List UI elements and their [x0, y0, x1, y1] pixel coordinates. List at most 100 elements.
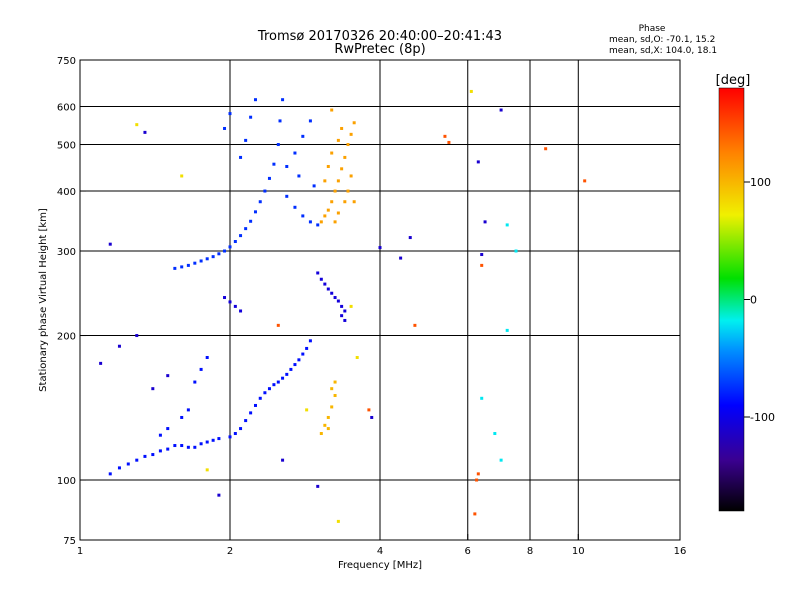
data-point [267, 176, 271, 180]
data-point [346, 143, 350, 147]
y-tick-label: 500 [57, 141, 76, 152]
data-point [223, 249, 227, 253]
data-point [308, 220, 312, 224]
data-point [239, 309, 243, 313]
data-point [239, 155, 243, 159]
data-point [180, 265, 184, 269]
data-point [330, 387, 334, 391]
data-point [305, 408, 309, 412]
x-tick-label: 1 [77, 546, 83, 557]
data-point [228, 112, 232, 116]
data-point [293, 205, 297, 209]
data-point [480, 263, 484, 267]
data-point [340, 304, 344, 308]
data-point [312, 184, 316, 188]
data-point [186, 445, 190, 449]
data-point [258, 396, 262, 400]
data-point [276, 143, 280, 147]
data-point [483, 220, 487, 224]
data-point [316, 223, 320, 227]
data-point [399, 256, 403, 260]
data-point [340, 126, 344, 130]
data-point [263, 391, 267, 395]
data-point [108, 472, 112, 476]
data-point [205, 257, 209, 261]
data-point [199, 259, 203, 263]
data-point [323, 179, 327, 183]
data-point [413, 323, 417, 327]
data-point [336, 211, 340, 215]
data-point [408, 236, 412, 240]
colorbar [718, 87, 745, 512]
data-point [505, 223, 509, 227]
data-point [326, 287, 330, 291]
data-point [158, 433, 162, 437]
data-point [346, 189, 350, 193]
data-points [99, 89, 587, 523]
data-point [316, 484, 320, 488]
data-point [297, 174, 301, 178]
data-point [166, 447, 170, 451]
data-point [480, 396, 484, 400]
data-point [333, 380, 337, 384]
data-point [180, 415, 184, 419]
data-point [217, 437, 221, 441]
data-point [323, 423, 327, 427]
data-point [233, 432, 237, 436]
data-point [330, 108, 334, 112]
data-point [499, 108, 503, 112]
x-tick-label: 16 [674, 546, 687, 557]
data-point [475, 478, 479, 482]
data-point [263, 189, 267, 193]
colorbar-ticks: 100 0 -100 [744, 176, 775, 424]
data-point [173, 444, 177, 448]
data-point [205, 440, 209, 444]
data-point [443, 134, 447, 138]
data-point [447, 140, 451, 144]
phase-title: Phase [639, 24, 666, 34]
data-point [514, 249, 518, 253]
data-point [308, 119, 312, 123]
data-point [330, 200, 334, 204]
data-point [228, 300, 232, 304]
data-point [228, 245, 232, 249]
data-point [135, 123, 139, 127]
data-point [99, 361, 103, 365]
data-point [253, 403, 257, 407]
data-point [349, 174, 353, 178]
data-point [223, 126, 227, 130]
data-point [244, 419, 248, 423]
data-point [323, 282, 327, 286]
data-point [166, 427, 170, 431]
data-point [193, 380, 197, 384]
data-point [135, 334, 139, 338]
x-tick-label: 10 [572, 546, 585, 557]
data-point [199, 367, 203, 371]
data-point [233, 304, 237, 308]
x-tick-label: 4 [377, 546, 383, 557]
data-point [158, 449, 162, 453]
data-point [323, 214, 327, 218]
colorbar-tick-label: -100 [750, 411, 775, 424]
data-point [330, 291, 334, 295]
y-axis-label: Stationary phase Virtual Height [km] [38, 208, 49, 392]
data-point [285, 194, 289, 198]
y-tick-label: 75 [63, 536, 76, 547]
data-point [583, 179, 587, 183]
data-point [249, 411, 253, 415]
data-point [301, 214, 305, 218]
y-tick-label: 750 [57, 56, 76, 67]
data-point [244, 227, 248, 231]
data-point [336, 299, 340, 303]
data-point [117, 344, 121, 348]
data-point [319, 220, 323, 224]
data-point [211, 255, 215, 259]
data-point [378, 246, 382, 250]
data-point [476, 160, 480, 164]
data-point [355, 355, 359, 359]
phase-x-stats: mean, sd,X: 104.0, 18.1 [609, 46, 717, 56]
data-point [333, 296, 337, 300]
data-point [505, 328, 509, 332]
data-point [258, 200, 262, 204]
